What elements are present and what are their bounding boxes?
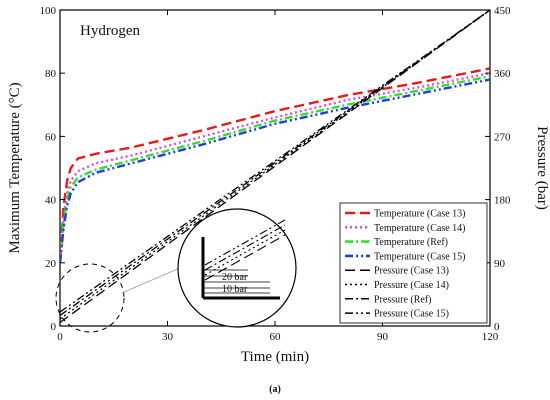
inset-line-pressure-case-14 <box>204 229 286 276</box>
legend-label-temperature-case-14: Temperature (Case 14) <box>374 223 465 234</box>
y-tick-label-right: 0 <box>494 321 500 333</box>
y-axis-title-left: Maximum Temperature (°C) <box>7 82 23 253</box>
y-tick-label-right: 270 <box>494 131 511 143</box>
x-ticks: 0 30 60 90 120 <box>57 10 499 343</box>
figure-caption: (a) <box>269 384 281 395</box>
y-tick-label-left: 80 <box>45 68 57 80</box>
x-tick-label: 60 <box>270 331 282 343</box>
y-ticks-left: 0 20 40 60 80 100 <box>40 5 65 333</box>
inset-line-pressure-ref <box>204 224 286 271</box>
series-line-temperature-case-13 <box>60 67 490 263</box>
inset-zoom: 20 bar 10 bar <box>177 208 297 328</box>
legend: Temperature (Case 13) Temperature (Case 1… <box>339 202 488 324</box>
series-line-pressure-case-15 <box>60 10 490 313</box>
y-tick-label-right: 450 <box>494 5 511 17</box>
legend-label-pressure-case-15: Pressure (Case 15) <box>374 309 449 320</box>
series-lines <box>60 10 490 324</box>
x-axis-title: Time (min) <box>241 349 309 365</box>
legend-label-temperature-ref: Temperature (Ref) <box>374 237 448 248</box>
legend-label-pressure-case-13: Pressure (Case 13) <box>374 266 449 277</box>
y-axis-title-right: Pressure (bar) <box>534 126 550 210</box>
inset-label-10bar: 10 bar <box>222 284 248 295</box>
x-tick-label: 120 <box>482 331 499 343</box>
series-line-temperature-case-15 <box>60 78 490 263</box>
inset-line-pressure-case-15 <box>204 219 286 266</box>
y-tick-label-left: 60 <box>45 131 57 143</box>
y-tick-label-left: 100 <box>40 5 57 17</box>
y-tick-label-right: 360 <box>494 68 511 80</box>
y-tick-label-right: 90 <box>494 258 506 270</box>
inset-line-pressure-case-13 <box>204 234 286 281</box>
x-tick-label: 0 <box>57 331 63 343</box>
zoom-circle-small <box>55 263 125 333</box>
y-tick-label-left: 0 <box>51 321 57 333</box>
y-tick-label-left: 20 <box>45 258 57 270</box>
y-ticks-right: 0 90 180 270 360 450 <box>485 5 511 333</box>
x-tick-label: 30 <box>162 331 174 343</box>
zoom-connector <box>121 266 183 294</box>
legend-label-temperature-case-15: Temperature (Case 15) <box>374 251 465 262</box>
annotation-hydrogen: Hydrogen <box>80 23 140 39</box>
y-tick-label-right: 180 <box>494 195 511 207</box>
legend-box <box>339 202 488 324</box>
y-tick-label-left: 40 <box>45 195 57 207</box>
x-tick-label: 90 <box>377 331 389 343</box>
inset-circle <box>177 208 297 328</box>
legend-label-temperature-case-13: Temperature (Case 13) <box>374 209 465 220</box>
inset-lines <box>201 219 286 300</box>
legend-label-pressure-ref: Pressure (Ref) <box>374 294 431 305</box>
inset-label-20bar: 20 bar <box>222 272 248 283</box>
legend-label-pressure-case-14: Pressure (Case 14) <box>374 280 449 291</box>
